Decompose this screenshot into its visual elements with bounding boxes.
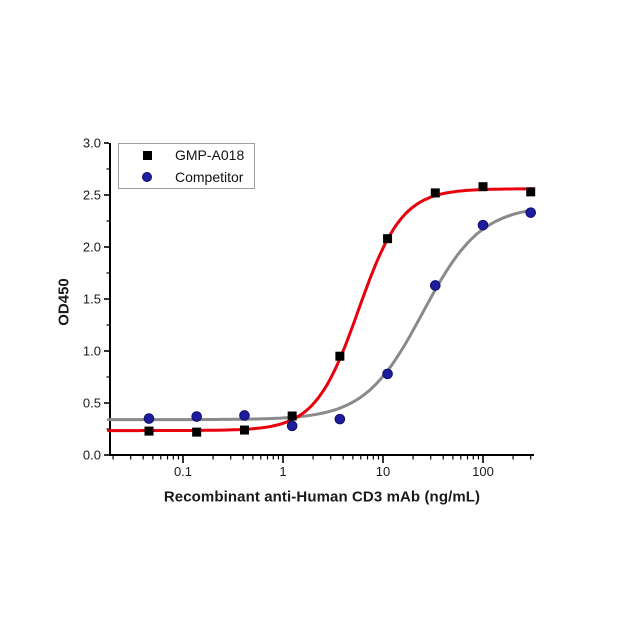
data-point-competitor xyxy=(334,413,346,425)
fit-curve-competitor xyxy=(107,208,533,422)
data-point-gmp-a018 xyxy=(526,187,536,197)
legend-label-gmp-a018: GMP-A018 xyxy=(175,147,245,163)
fit-curve-gmp-a018 xyxy=(107,187,535,433)
legend-square-marker-icon xyxy=(119,150,175,160)
y-axis-title: OD450 xyxy=(55,278,73,326)
data-point-competitor xyxy=(191,411,202,422)
y-tick-label: 3.0 xyxy=(83,136,101,151)
y-tick-label: 1.5 xyxy=(83,292,101,307)
legend-item-gmp-a018: GMP-A018 xyxy=(119,144,254,166)
x-axis-title: Recombinant anti-Human CD3 mAb (ng/mL) xyxy=(163,488,481,506)
y-tick-label: 0.5 xyxy=(83,396,101,411)
data-point-competitor xyxy=(286,420,298,432)
x-tick-label: 10 xyxy=(376,464,390,479)
legend: GMP-A018 Competitor xyxy=(118,143,255,189)
data-point-gmp-a018 xyxy=(144,426,154,436)
legend-label-competitor: Competitor xyxy=(175,169,244,185)
data-point-competitor xyxy=(143,413,155,424)
legend-item-competitor: Competitor xyxy=(119,166,254,188)
data-point-gmp-a018 xyxy=(383,234,393,244)
data-point-competitor xyxy=(239,410,250,421)
data-point-gmp-a018 xyxy=(478,182,488,192)
x-tick-label: 0.1 xyxy=(174,464,192,479)
y-tick-label: 2.0 xyxy=(83,240,101,255)
data-point-competitor xyxy=(525,207,537,218)
x-tick-label: 1 xyxy=(279,464,286,479)
data-point-competitor xyxy=(382,368,393,380)
data-point-gmp-a018 xyxy=(287,411,297,421)
y-tick-label: 0.0 xyxy=(83,448,101,463)
legend-circle-marker-icon xyxy=(119,172,175,182)
data-point-competitor xyxy=(477,219,489,231)
data-point-gmp-a018 xyxy=(192,427,202,437)
data-point-gmp-a018 xyxy=(430,188,440,198)
y-tick-label: 1.0 xyxy=(83,344,101,359)
data-point-competitor xyxy=(429,280,441,291)
data-point-gmp-a018 xyxy=(239,425,249,435)
y-tick-label: 2.5 xyxy=(83,188,101,203)
x-tick-label: 100 xyxy=(472,464,494,479)
data-point-gmp-a018 xyxy=(335,351,345,361)
